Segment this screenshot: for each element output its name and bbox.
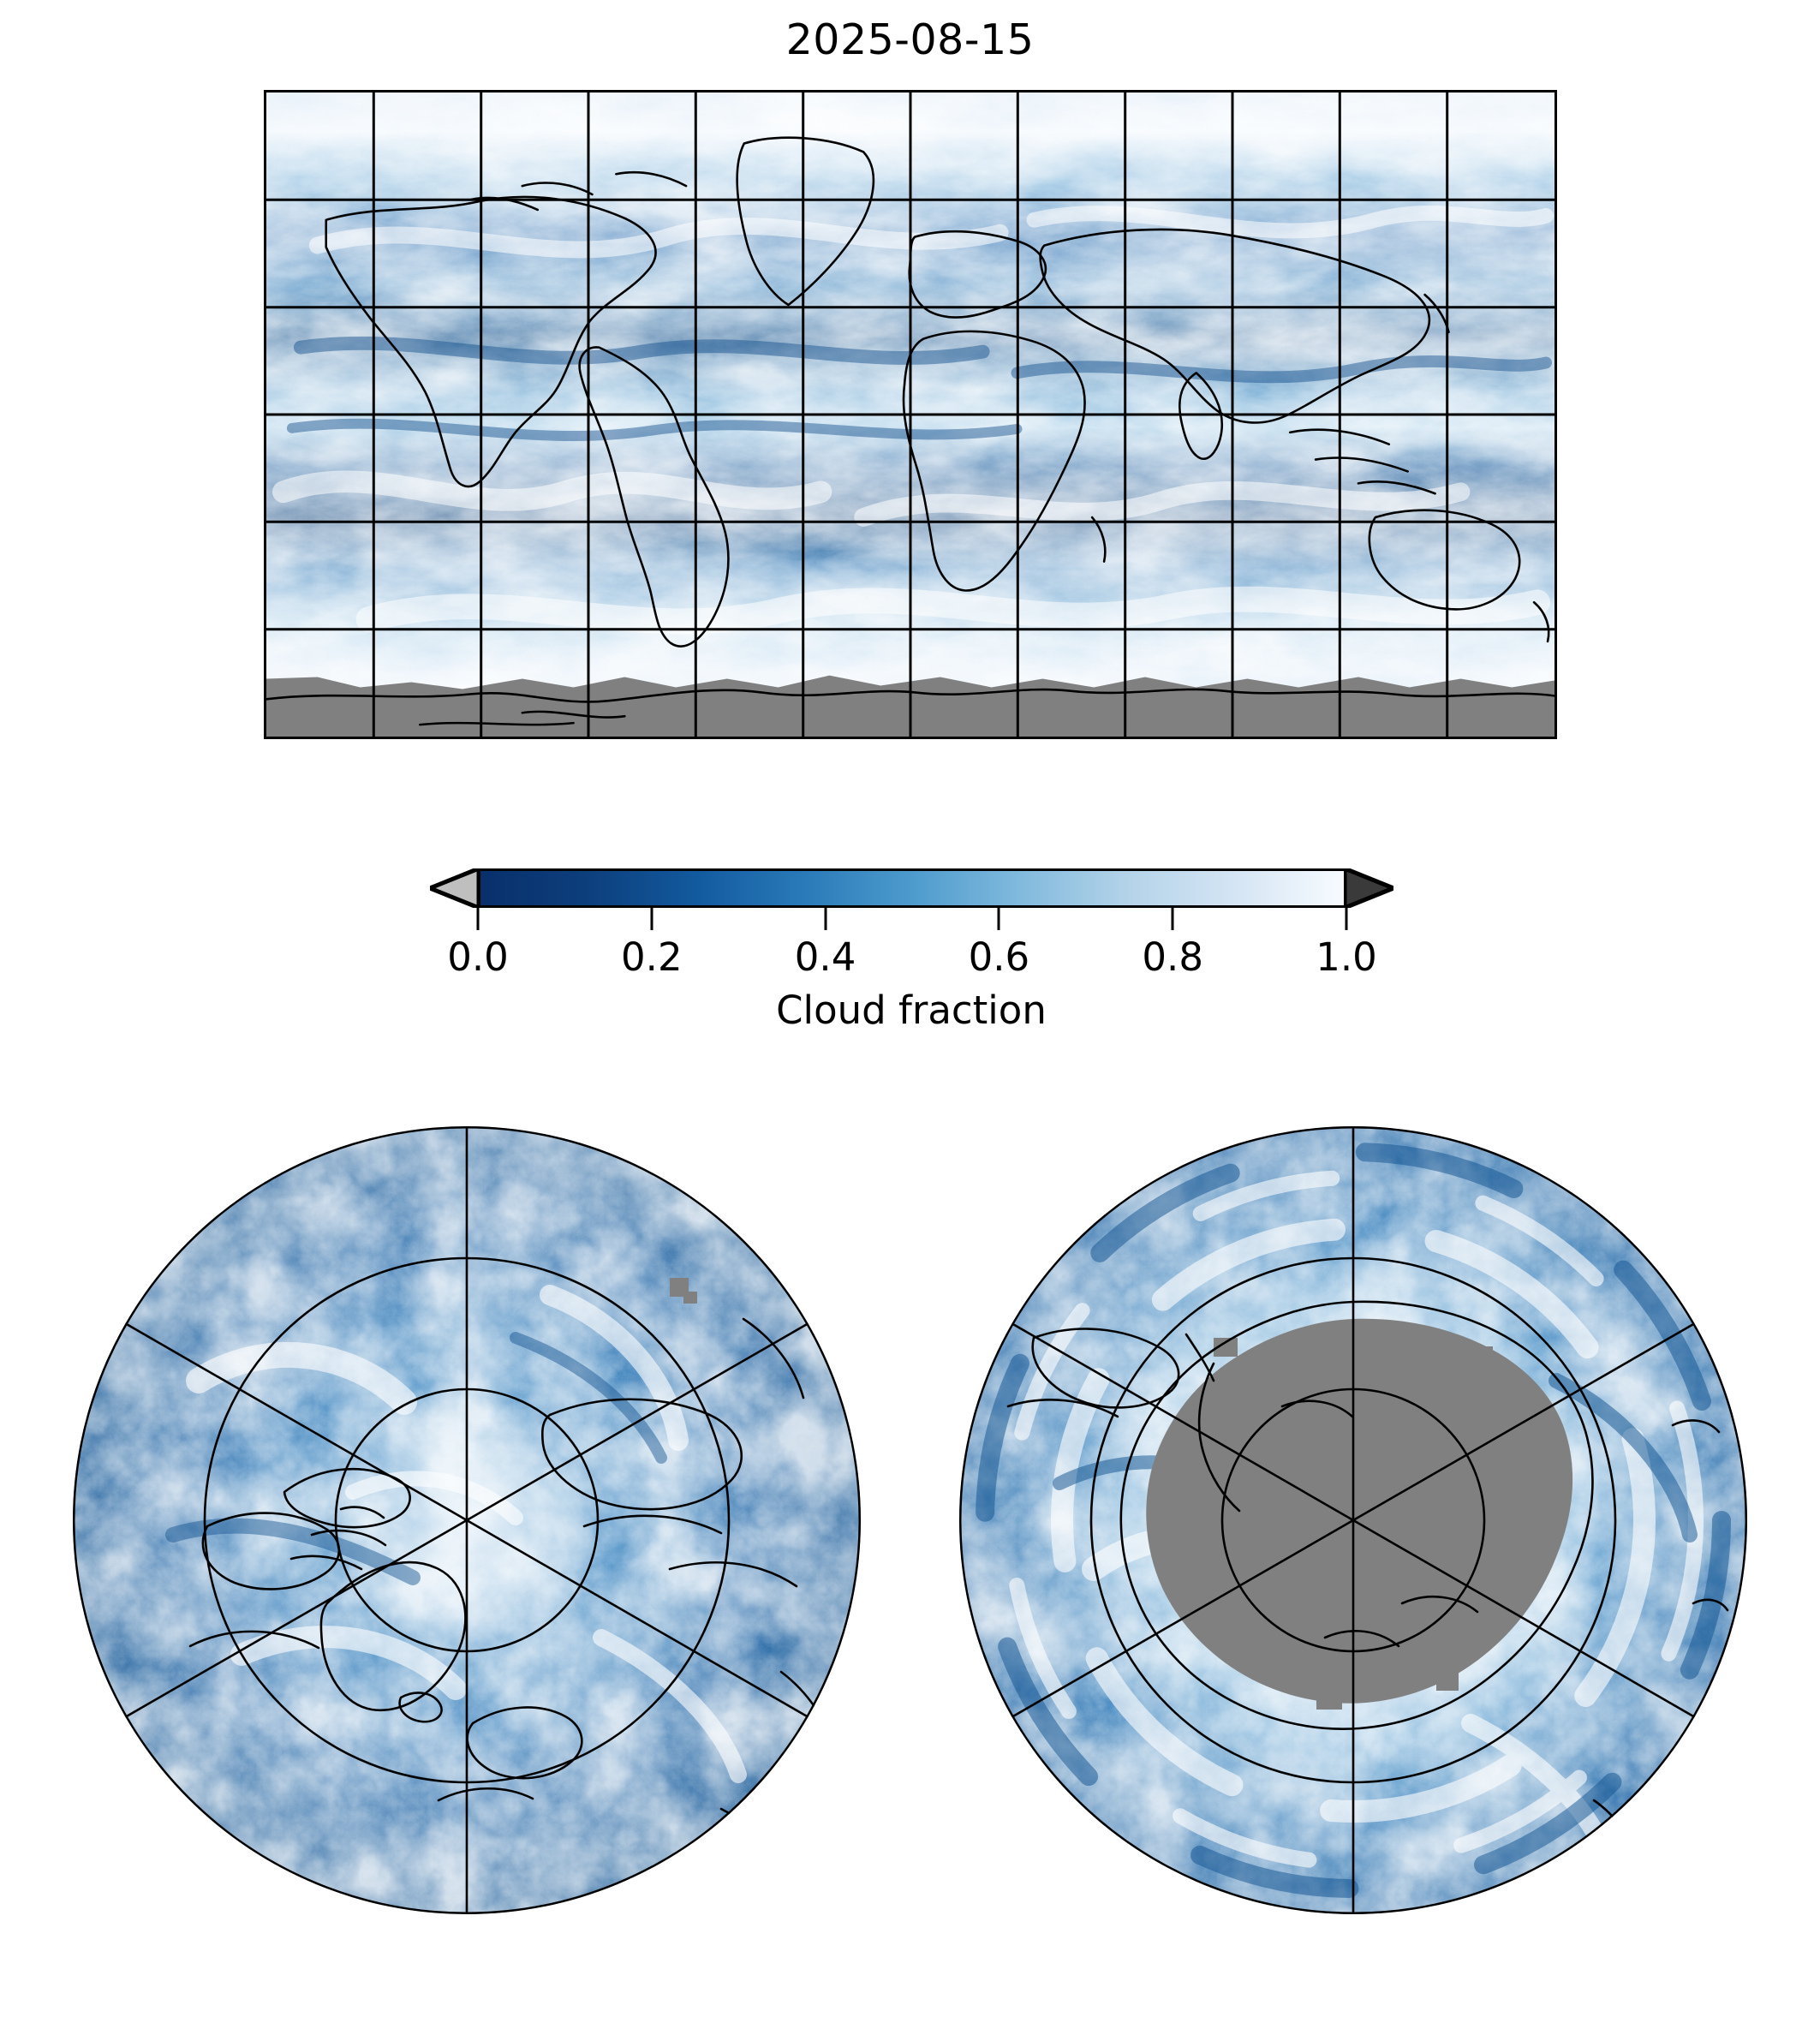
south-polar-raster — [959, 1126, 1747, 1914]
colorbar-tick-label: 0.2 — [621, 934, 683, 980]
colorbar-tick — [997, 908, 1000, 930]
north-polar-raster — [73, 1126, 861, 1914]
colorbar-tick-labels: 0.0 0.2 0.4 0.6 0.8 1.0 — [447, 934, 1377, 986]
colorbar-tick-label: 0.0 — [447, 934, 509, 980]
colorbar-tick — [1171, 908, 1174, 930]
colorbar[interactable]: 0.0 0.2 0.4 0.6 0.8 1.0 Cloud fraction — [430, 861, 1393, 1033]
colorbar-tick — [1345, 908, 1348, 930]
colorbar-tick-label: 0.6 — [968, 934, 1030, 980]
missing-data-region — [1146, 1318, 1573, 1704]
global-map-raster — [266, 92, 1554, 737]
colorbar-gradient-bar[interactable] — [478, 868, 1346, 908]
colorbar-over-arrow — [1345, 868, 1393, 908]
north-polar-gridlines — [124, 1126, 809, 1914]
south-polar-gridlines — [1011, 1126, 1696, 1914]
colorbar-axis-label: Cloud fraction — [776, 988, 1047, 1033]
north-polar-panel[interactable] — [70, 1124, 863, 1917]
colorbar-tick-label: 0.8 — [1142, 934, 1203, 980]
south-polar-panel[interactable] — [957, 1124, 1750, 1917]
colorbar-tick — [824, 908, 827, 930]
colorbar-ticks — [476, 908, 1348, 934]
global-map-panel[interactable] — [264, 90, 1557, 739]
colorbar-tick — [476, 908, 480, 930]
colorbar-tick — [650, 908, 653, 930]
coastline-layer — [266, 136, 1554, 726]
page-title: 2025-08-15 — [785, 15, 1035, 64]
colorbar-gradient — [480, 871, 1344, 905]
colorbar-under-arrow — [430, 868, 479, 908]
colorbar-tick-label: 1.0 — [1316, 934, 1377, 980]
colorbar-tick-label: 0.4 — [794, 934, 856, 980]
